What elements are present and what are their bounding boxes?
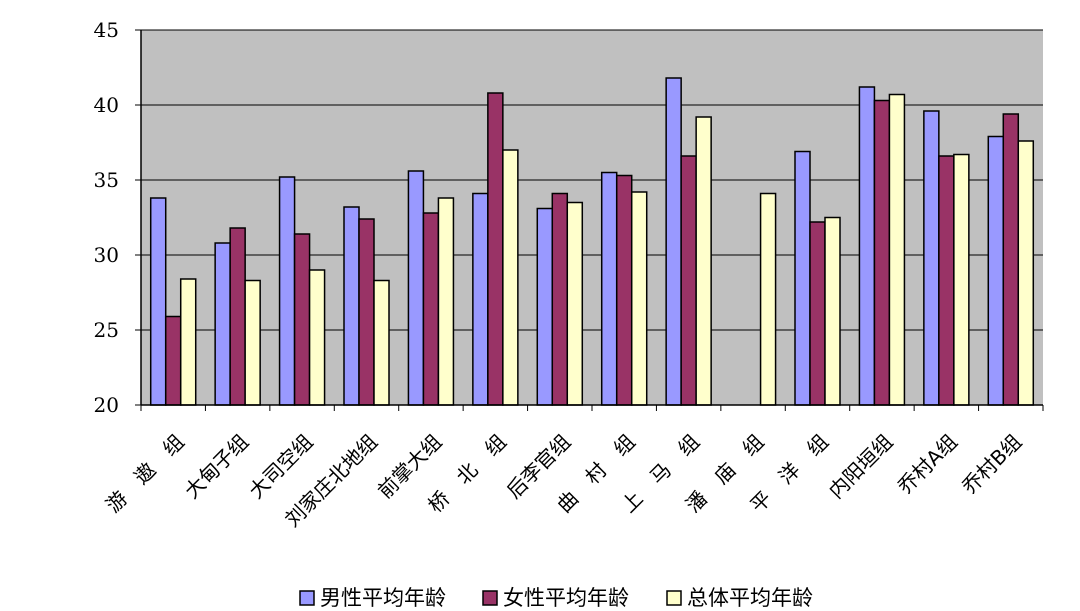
y-tick-label: 45 [94,18,119,42]
bar-overall [308,269,326,406]
bar-female [873,99,891,406]
bar-male [665,77,682,406]
bar-overall [888,93,906,406]
bar-female [229,227,246,406]
bar-female [164,315,182,406]
bar-female [551,192,569,406]
legend: 男性平均年龄 女性平均年龄 总体平均年龄 [299,586,813,610]
bar-male [149,197,167,406]
bar-overall [953,153,970,406]
bar-male [343,206,360,406]
bar-overall [695,116,712,406]
bar-male [472,192,489,406]
x-category-label: 游 遨 组 [101,430,189,518]
bar-overall [437,197,455,406]
legend-label: 总体平均年龄 [687,586,813,610]
bars [149,77,1035,406]
bar-overall [824,216,841,406]
bar-male [858,86,876,406]
bar-female [1002,113,1020,406]
bar-male [407,170,425,406]
x-category-label: 内阳垣组 [824,430,898,504]
x-category-label: 乔村A组 [893,430,962,499]
y-tick-labels: 20 25 30 35 40 45 [94,18,141,417]
x-category-label: 大甸子组 [180,430,254,504]
plot-area [141,30,1043,405]
y-tick-label: 30 [94,243,119,267]
bar-female [809,221,826,406]
x-category-label: 乔村B组 [957,430,1026,499]
bar-female [422,212,440,406]
y-tick-label: 35 [94,168,119,192]
legend-swatch [482,590,498,606]
bar-male [600,171,618,406]
bar-overall [179,278,197,406]
bar-female [680,155,697,406]
bar-male [214,242,231,406]
bar-male [987,135,1005,406]
y-tick-label: 20 [94,393,119,417]
axes [140,30,1044,411]
bar-male [794,150,811,406]
bar-overall [373,279,390,406]
y-tick-label: 25 [94,318,119,342]
bar-overall [244,279,261,406]
bar-female [615,174,633,406]
bar-male [536,207,554,406]
bar-overall [502,149,519,406]
bar-female [293,233,311,406]
legend-swatch [666,590,682,606]
bar-overall [630,191,648,406]
bar-overall [566,201,584,406]
bar-overall [759,192,777,406]
y-tick-label: 40 [94,93,119,117]
bar-female [358,218,375,406]
bar-male [923,110,940,406]
legend-label: 男性平均年龄 [320,586,446,610]
legend-swatch [299,590,315,606]
bar-overall [1017,140,1035,406]
bar-female [487,92,504,406]
bar-male [278,176,296,406]
bar-female [938,155,955,406]
legend-label: 女性平均年龄 [503,586,629,610]
